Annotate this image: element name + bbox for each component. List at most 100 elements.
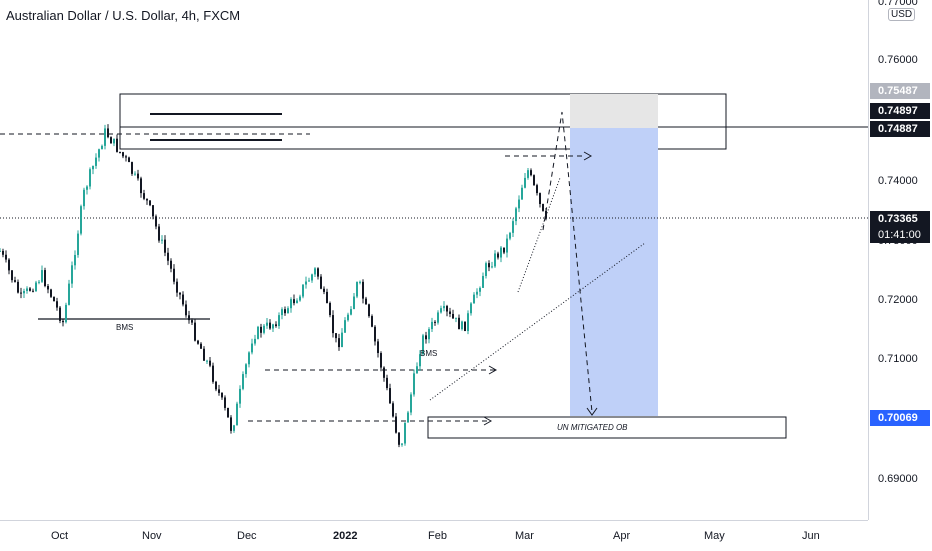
candle-body [77, 233, 79, 255]
candle-body [491, 266, 493, 268]
candle-body [179, 292, 181, 295]
candle-body [215, 381, 217, 390]
candle-body [341, 332, 343, 348]
candle-body [134, 173, 136, 175]
candle-body [233, 425, 235, 431]
candle-body [53, 296, 55, 302]
candle-body [440, 308, 442, 313]
trend-line-2 [517, 177, 561, 293]
candle-body [209, 360, 211, 366]
candle-body [161, 239, 163, 241]
candle-body [104, 128, 106, 146]
candle-body [23, 290, 25, 294]
price-tick: 0.76000 [878, 54, 918, 66]
candle-body [293, 299, 295, 304]
candle-body [482, 275, 484, 288]
candles [0, 124, 547, 448]
candle-body [263, 325, 265, 333]
candle-body [515, 208, 517, 222]
top-target-badge: 0.75487 [870, 83, 930, 99]
candle-body [476, 291, 478, 295]
time-label: May [704, 530, 725, 542]
candle-body [467, 313, 469, 332]
candle-body [401, 443, 403, 445]
candle-body [527, 170, 529, 178]
candle-body [347, 314, 349, 321]
candle-body [518, 199, 520, 209]
candle-body [344, 320, 346, 333]
projection-path [542, 111, 593, 413]
candle-body [479, 287, 481, 292]
candle-body [26, 288, 28, 291]
candle-body [398, 432, 400, 445]
candle-body [20, 292, 22, 294]
candle-body [218, 389, 220, 393]
candle-body [353, 296, 355, 310]
price-chart[interactable] [0, 0, 868, 520]
arrow-head-4 [586, 407, 598, 416]
currency-label[interactable]: USD [888, 8, 916, 21]
candle-body [128, 157, 130, 163]
candle-body [38, 281, 40, 283]
candle-body [167, 252, 169, 261]
candle-body [35, 282, 37, 292]
candle-body [158, 226, 160, 241]
candle-body [224, 397, 226, 408]
candle-body [320, 276, 322, 289]
candle-body [362, 281, 364, 299]
arrow-head-1 [583, 151, 593, 161]
candle-body [176, 281, 178, 293]
candle-body [419, 354, 421, 367]
candle-body [191, 320, 193, 323]
price-axis[interactable] [868, 0, 932, 520]
time-label: Feb [428, 530, 447, 542]
candle-body [14, 280, 16, 282]
candle-body [512, 221, 514, 233]
time-label: Apr [613, 530, 631, 542]
bms-label-mid: BMS [420, 349, 438, 358]
candle-body [80, 206, 82, 234]
candle-body [431, 321, 433, 330]
candle-body [425, 335, 427, 340]
time-axis[interactable] [0, 520, 868, 551]
candle-body [152, 205, 154, 217]
arrow-head-2 [488, 365, 498, 375]
candle-body [32, 290, 34, 292]
candle-body [290, 299, 292, 309]
candle-body [308, 280, 310, 282]
candle-body [11, 270, 13, 281]
candle-body [251, 343, 253, 353]
candle-body [326, 291, 328, 303]
candle-body [386, 377, 388, 389]
candle-body [305, 281, 307, 285]
candle-body [221, 392, 223, 398]
candle-body [485, 263, 487, 276]
bms-label-left: BMS [116, 323, 134, 332]
candle-body [500, 247, 502, 258]
price-tick: 0.72000 [878, 294, 918, 306]
candle-body [374, 326, 376, 342]
resistance-zone-box [119, 93, 727, 150]
candle-body [521, 187, 523, 200]
candle-body [140, 178, 142, 194]
candle-body [89, 169, 91, 187]
candle-body [338, 338, 340, 348]
time-label: Jun [802, 530, 820, 542]
candle-body [545, 210, 547, 219]
candle-body [110, 137, 112, 144]
candle-body [296, 300, 298, 304]
candle-body [185, 304, 187, 316]
candle-body [311, 274, 313, 281]
candle-body [56, 301, 58, 308]
candle-body [260, 326, 262, 333]
current-high-badge: 0.74897 [870, 103, 930, 119]
candle-body [236, 403, 238, 426]
candle-body [392, 403, 394, 417]
candle-body [44, 270, 46, 287]
candle-body [29, 288, 31, 291]
candle-body [383, 367, 385, 378]
candle-body [317, 268, 319, 277]
candle-body [266, 322, 268, 326]
candle-body [8, 259, 10, 271]
candle-body [50, 289, 52, 297]
